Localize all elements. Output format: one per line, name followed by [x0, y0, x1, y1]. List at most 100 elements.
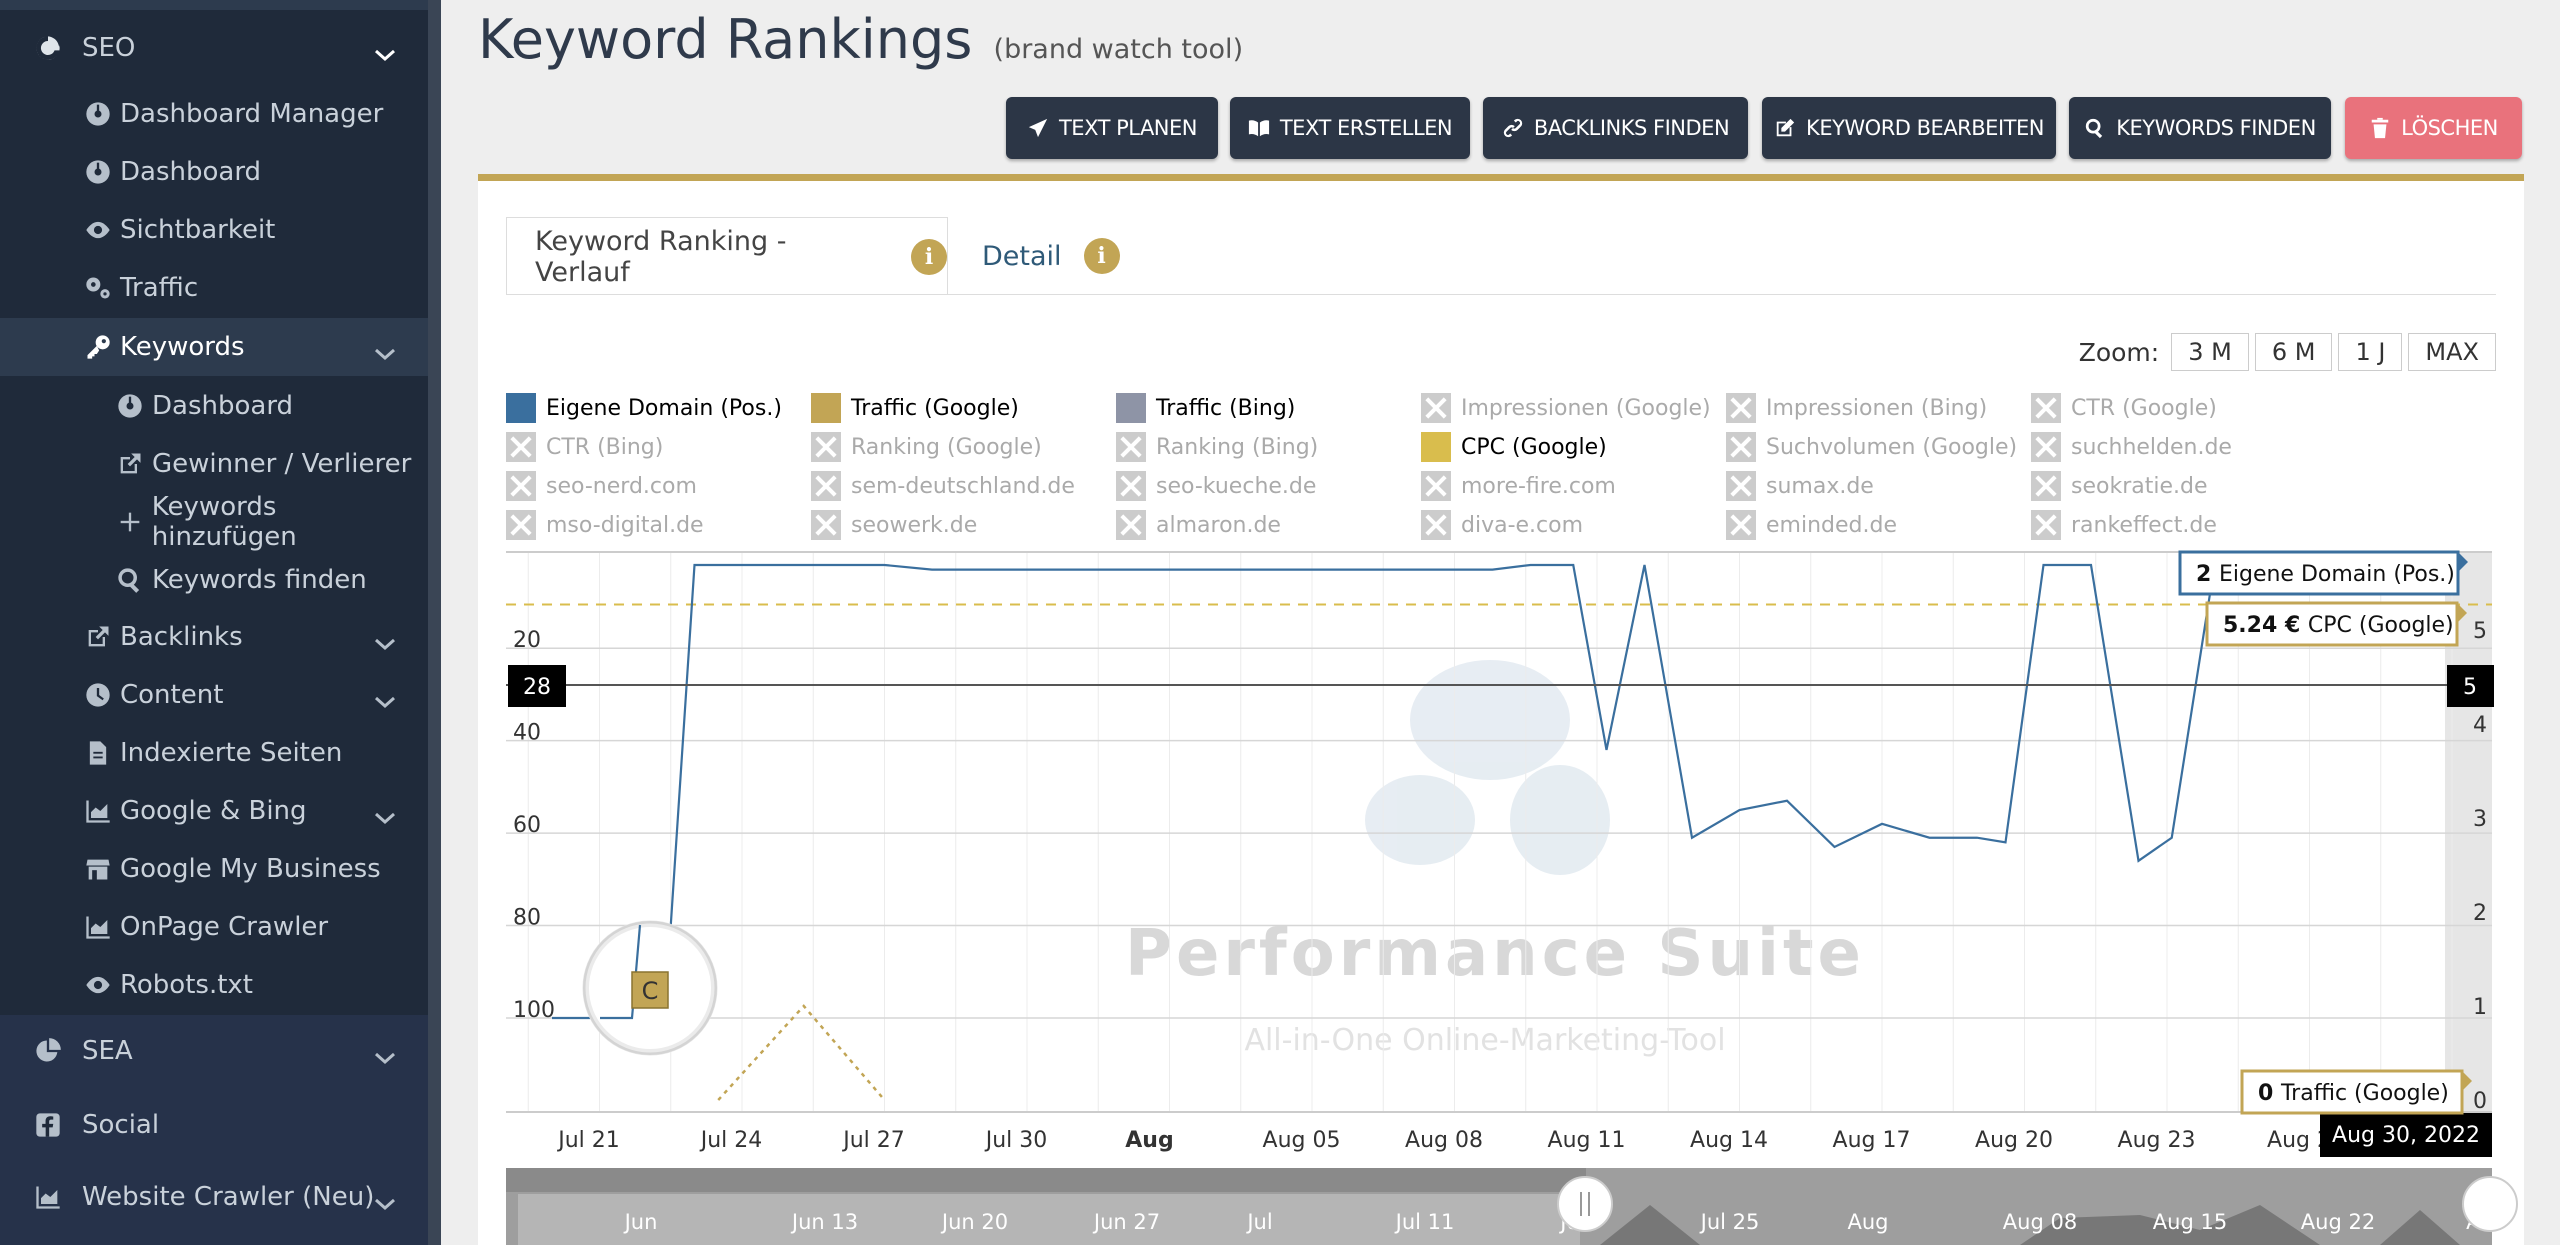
navigator-handle-right[interactable] — [2462, 1176, 2518, 1232]
legend-item[interactable]: Ranking (Google) — [811, 432, 1042, 462]
sidebar-item-onpage-crawler[interactable]: OnPage Crawler — [0, 898, 428, 956]
sidebar-item-seo[interactable]: SEO — [0, 18, 428, 78]
info-icon[interactable]: i — [1083, 238, 1120, 274]
backlinks-finden-button[interactable]: BACKLINKS FINDEN — [1483, 97, 1748, 159]
x-axis-tick-label: Jul 21 — [556, 1128, 620, 1153]
sidebar-item-google-bing[interactable]: Google & Bing — [0, 782, 428, 840]
tooltip-series: Traffic (Google) — [2280, 1081, 2449, 1106]
legend-item[interactable]: seowerk.de — [811, 510, 977, 540]
text-erstellen-button[interactable]: TEXT ERSTELLEN — [1230, 97, 1470, 159]
sidebar-item-dashboard-manager[interactable]: Dashboard Manager — [0, 86, 428, 142]
legend-label: Ranking (Google) — [851, 434, 1042, 460]
info-icon[interactable]: i — [911, 238, 947, 275]
legend-item[interactable]: Ranking (Bing) — [1116, 432, 1318, 462]
zoom-3m-button[interactable]: 3 M — [2171, 333, 2249, 371]
legend-disabled-icon — [1421, 393, 1451, 423]
legend-disabled-icon — [2031, 471, 2061, 501]
legend-item[interactable]: seo-nerd.com — [506, 471, 697, 501]
legend-item[interactable]: CTR (Google) — [2031, 393, 2217, 423]
legend-item[interactable]: CPC (Google) — [1421, 432, 1607, 462]
legend-item[interactable]: more-fire.com — [1421, 471, 1616, 501]
sidebar-item-backlinks[interactable]: Backlinks — [0, 608, 428, 666]
loeschen-button[interactable]: LÖSCHEN — [2345, 97, 2522, 159]
legend-label: eminded.de — [1766, 512, 1897, 538]
legend-item[interactable]: mso-digital.de — [506, 510, 704, 540]
watermark-shape — [1410, 660, 1570, 780]
y-axis-tick-label: 100 — [513, 998, 555, 1023]
legend-item[interactable]: Suchvolumen (Google) — [1726, 432, 2017, 462]
legend-disabled-icon — [1116, 471, 1146, 501]
text-planen-button[interactable]: TEXT PLANEN — [1006, 97, 1218, 159]
legend-label: suchhelden.de — [2071, 434, 2232, 460]
chevron-down-icon[interactable] — [374, 338, 396, 361]
legend-item[interactable]: seo-kueche.de — [1116, 471, 1316, 501]
tab-detail[interactable]: Detail i — [982, 217, 1120, 295]
zoom-6m-button[interactable]: 6 M — [2254, 333, 2333, 371]
legend-item[interactable]: rankeffect.de — [2031, 510, 2217, 540]
tooltip-text: 0 Traffic (Google) — [2258, 1081, 2449, 1106]
legend-item[interactable]: Impressionen (Bing) — [1726, 393, 1987, 423]
chevron-up-icon[interactable] — [374, 39, 396, 62]
sidebar-item-keywords-dashboard[interactable]: Dashboard — [0, 378, 428, 434]
chevron-down-icon[interactable] — [374, 1188, 396, 1211]
sidebar-item-website-crawler[interactable]: Website Crawler (Neu) — [0, 1168, 428, 1226]
zoom-1j-button[interactable]: 1 J — [2338, 333, 2403, 371]
sidebar-item-traffic[interactable]: Traffic — [0, 260, 428, 316]
legend-item[interactable]: sem-deutschland.de — [811, 471, 1075, 501]
sidebar-item-keywords-finden[interactable]: Keywords finden — [0, 552, 428, 608]
zoom-max-button[interactable]: MAX — [2408, 333, 2496, 371]
legend-label: Traffic (Bing) — [1156, 395, 1296, 421]
legend-item[interactable]: Eigene Domain (Pos.) — [506, 393, 782, 423]
sidebar-item-dashboard[interactable]: Dashboard — [0, 144, 428, 200]
chevron-down-icon[interactable] — [374, 1042, 396, 1065]
dashboard-icon — [80, 154, 116, 190]
tooltip-series: Eigene Domain (Pos.) — [2219, 562, 2455, 587]
crosshair-left-box — [508, 665, 566, 707]
navigator-mask-left — [506, 1168, 1586, 1192]
legend-item[interactable]: eminded.de — [1726, 510, 1897, 540]
chevron-down-icon[interactable] — [374, 628, 396, 651]
legend-label: Traffic (Google) — [851, 395, 1019, 421]
legend-swatch — [506, 393, 536, 423]
keyword-bearbeiten-button[interactable]: KEYWORD BEARBEITEN — [1762, 97, 2056, 159]
eye-icon — [80, 212, 116, 248]
sidebar-item-google-my-business[interactable]: Google My Business — [0, 840, 428, 898]
legend-item[interactable]: CTR (Bing) — [506, 432, 663, 462]
sidebar-item-keywords[interactable]: Keywords — [0, 318, 428, 376]
sidebar-scrollbar[interactable] — [428, 0, 441, 1245]
legend-item[interactable]: sumax.de — [1726, 471, 1874, 501]
area-chart-icon — [80, 793, 116, 829]
legend-item[interactable]: Traffic (Google) — [811, 393, 1019, 423]
navigator-tick-label: Aug 22 — [2301, 1210, 2375, 1234]
tooltip-value: 0 — [2258, 1081, 2281, 1106]
tab-keyword-ranking-verlauf[interactable]: Keyword Ranking - Verlauf i — [506, 217, 948, 295]
sidebar-item-gewinner-verlierer[interactable]: Gewinner / Verlierer — [0, 436, 428, 492]
sidebar-item-indexierte-seiten[interactable]: Indexierte Seiten — [0, 724, 428, 782]
keywords-finden-button[interactable]: KEYWORDS FINDEN — [2069, 97, 2331, 159]
chevron-down-icon[interactable] — [374, 802, 396, 825]
legend-item[interactable]: Impressionen (Google) — [1421, 393, 1711, 423]
navigator-handle-left[interactable] — [1557, 1176, 1613, 1232]
sidebar-item-content[interactable]: Content — [0, 666, 428, 724]
legend-item[interactable]: almaron.de — [1116, 510, 1281, 540]
event-marker-label: C — [642, 977, 659, 1005]
sidebar: SEO Dashboard Manager Dashboard Sichtbar… — [0, 0, 428, 1245]
sidebar-item-robots-txt[interactable]: Robots.txt — [0, 956, 428, 1014]
sidebar-item-sea[interactable]: SEA — [0, 1022, 428, 1080]
legend-disabled-icon — [506, 432, 536, 462]
series-eigene-domain-line — [552, 563, 2310, 1020]
eye-icon — [80, 967, 116, 1003]
navigator-series-shape — [1600, 1205, 2460, 1245]
legend-item[interactable]: suchhelden.de — [2031, 432, 2232, 462]
legend-item[interactable]: Traffic (Bing) — [1116, 393, 1295, 423]
legend-label: sumax.de — [1766, 473, 1874, 499]
sidebar-item-sichtbarkeit[interactable]: Sichtbarkeit — [0, 202, 428, 258]
sidebar-item-keywords-hinzufuegen[interactable]: Keywords hinzufügen — [0, 492, 428, 552]
chevron-down-icon[interactable] — [374, 686, 396, 709]
legend-item[interactable]: diva-e.com — [1421, 510, 1583, 540]
sidebar-bottom-section — [0, 1015, 428, 1245]
tooltip-value: 2 — [2196, 562, 2219, 587]
navigator-selected-range — [518, 1194, 1580, 1245]
legend-item[interactable]: seokratie.de — [2031, 471, 2208, 501]
sidebar-item-social[interactable]: Social — [0, 1096, 428, 1154]
